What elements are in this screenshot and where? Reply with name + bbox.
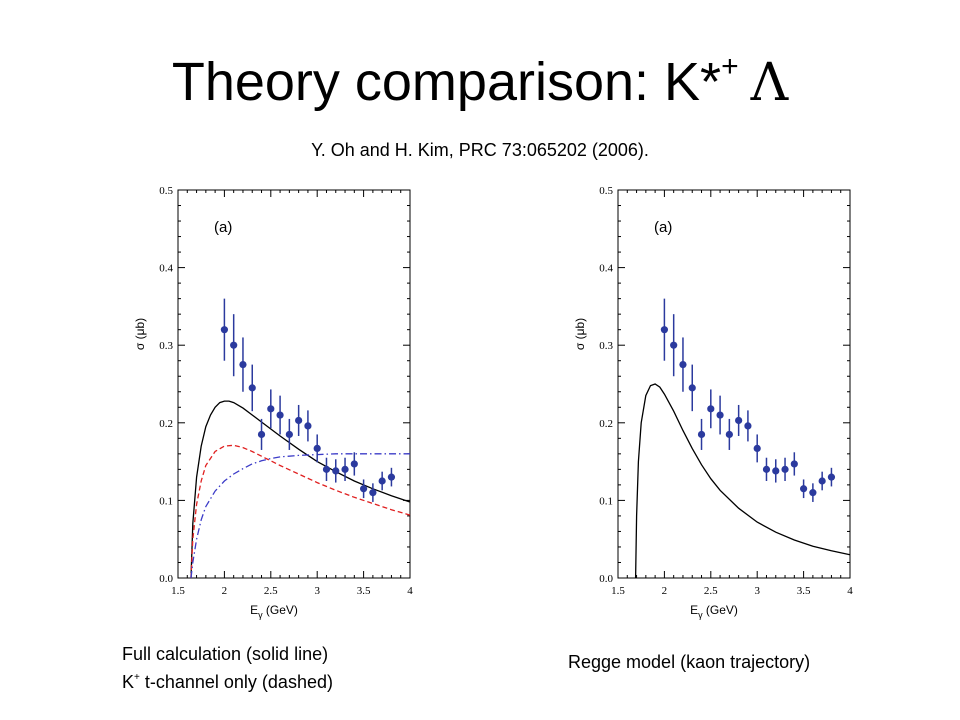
y-tick-label: 0.3: [159, 340, 173, 352]
data-point: [716, 411, 724, 419]
y-tick-label: 0.1: [599, 495, 613, 507]
data-point: [762, 465, 771, 473]
data-point: [378, 477, 386, 485]
left-chart-panel: 1.5 2 2.5 3 3.5 4 0.0 0.1 0.2 0.3 0.4 0.5 σ (μb) Eγ (…: [120, 178, 440, 620]
data-point: [322, 465, 331, 473]
x-tick-label: 3.5: [357, 585, 371, 597]
left-caption-line1: Full calculation (solid line): [122, 644, 329, 664]
data-point: [350, 460, 358, 468]
data-point: [725, 430, 733, 439]
caption-dashed-description: t-channel only (dashed): [139, 672, 333, 692]
title-superscript: +: [721, 50, 739, 83]
caption-k-superscript: +: [134, 672, 140, 683]
y-tick-label: 0.5: [159, 185, 173, 197]
data-point: [809, 489, 817, 497]
data-point: [827, 473, 836, 481]
x-tick-label: 3: [754, 585, 760, 597]
data-point: [688, 384, 696, 392]
data-point: [285, 430, 293, 439]
panel-label: (a): [214, 219, 232, 236]
data-point: [781, 465, 789, 473]
plot-frame: [617, 189, 851, 579]
x-tick-label: 3: [314, 585, 320, 597]
data-point: [304, 422, 312, 430]
title-greek-lambda: Λ: [750, 53, 789, 113]
data-point: [369, 489, 377, 497]
data-point: [707, 405, 715, 413]
data-point: [239, 361, 247, 369]
data-point: [360, 485, 368, 493]
x-tick-label: 2: [662, 585, 668, 597]
curve-solid: [634, 383, 851, 579]
y-tick-label: 0.5: [599, 185, 613, 197]
caption-k-symbol: K: [122, 672, 135, 692]
x-tick-label: 3.5: [797, 585, 811, 597]
data-point: [744, 422, 752, 430]
x-tick-label: 2.5: [264, 585, 278, 597]
y-tick-label: 0.0: [599, 573, 613, 585]
panel-label: (a): [654, 219, 672, 236]
left-caption: Full calculation (solid line) K+ t-chann…: [122, 642, 333, 694]
data-point: [341, 465, 349, 473]
curve-solid: [190, 400, 411, 579]
data-point: [800, 485, 808, 493]
data-point: [660, 326, 668, 334]
x-tick-label: 2: [222, 585, 228, 597]
reference-citation: Y. Oh and H. Kim, PRC 73:065202 (2006).: [311, 140, 649, 160]
data-point: [753, 444, 761, 453]
data-point: [267, 405, 275, 413]
data-point: [697, 430, 706, 439]
data-point: [772, 467, 780, 475]
data-point: [332, 467, 340, 475]
x-tick-label: 4: [847, 585, 853, 597]
data-point: [313, 444, 321, 453]
data-point: [735, 416, 743, 425]
left-caption-line2: K+ t-channel only (dashed): [122, 666, 333, 694]
data-point: [276, 411, 284, 419]
right-chart-panel: 1.5 2 2.5 3 3.5 4 0.0 0.1 0.2 0.3 0.4 0.5 σ (μb) Eγ (…: [560, 178, 880, 620]
x-tick-label: 1.5: [171, 585, 185, 597]
data-point: [295, 416, 303, 425]
y-tick-label: 0.1: [159, 495, 173, 507]
plot-frame: [177, 189, 411, 579]
x-tick-label: 4: [407, 585, 413, 597]
y-axis-label: σ (μb): [573, 318, 587, 350]
y-tick-label: 0.4: [159, 263, 173, 275]
y-tick-label: 0.3: [599, 340, 613, 352]
y-axis-label: σ (μb): [133, 318, 147, 350]
right-caption: Regge model (kaon trajectory): [568, 652, 811, 672]
data-point: [230, 341, 238, 349]
data-point: [387, 473, 396, 481]
right-chart-svg: 1.5 2 2.5 3 3.5 4 0.0 0.1 0.2 0.3 0.4 0.5 σ (μb) Eγ (…: [573, 185, 853, 620]
x-tick-label: 1.5: [611, 585, 625, 597]
slide-title: Theory comparison: K*+ Λ: [0, 50, 960, 113]
data-point: [248, 384, 256, 392]
data-point: [670, 341, 678, 349]
y-tick-label: 0.4: [599, 263, 613, 275]
x-axis-label: Eγ (GeV): [690, 603, 738, 620]
y-tick-label: 0.2: [159, 418, 173, 430]
data-point: [257, 430, 266, 439]
x-axis-label: Eγ (GeV): [250, 603, 298, 620]
y-tick-label: 0.2: [599, 418, 613, 430]
y-tick-label: 0.0: [159, 573, 173, 585]
left-chart-svg: 1.5 2 2.5 3 3.5 4 0.0 0.1 0.2 0.3 0.4 0.5 σ (μb) Eγ (…: [133, 185, 413, 620]
data-point: [818, 477, 826, 485]
title-main: Theory comparison: K*: [171, 52, 722, 112]
curve-dashed: [190, 444, 411, 579]
x-tick-label: 2.5: [704, 585, 718, 597]
data-point: [220, 326, 228, 334]
data-point: [790, 460, 798, 468]
curve-dashdot: [190, 453, 410, 579]
data-point: [679, 361, 687, 369]
